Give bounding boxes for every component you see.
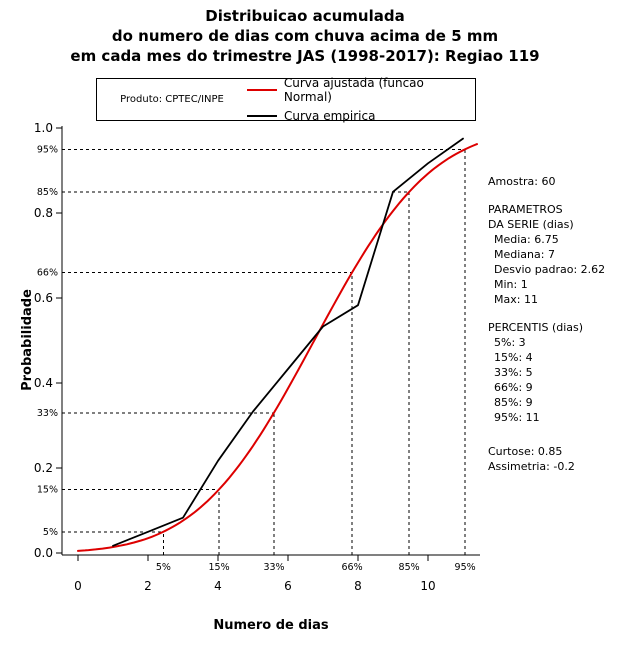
stats-panel: Amostra: 60 PARAMETROS DA SERIE (dias) M…	[488, 174, 640, 474]
svg-text:95%: 95%	[37, 144, 58, 155]
legend-box: Produto: CPTEC/INPE Curva ajustada (func…	[96, 76, 476, 123]
params-header-2: DA SERIE (dias)	[488, 218, 574, 231]
percentil-85: 85%: 9	[494, 396, 533, 409]
percentil-95: 95%: 11	[494, 411, 540, 424]
svg-text:85%: 85%	[399, 562, 420, 573]
percentis-header: PERCENTIS (dias)	[488, 321, 584, 334]
legend-entries: Curva ajustada (funcao Normal) Curva emp…	[247, 76, 475, 123]
svg-text:0: 0	[74, 579, 82, 593]
title-line-1: Distribuicao acumulada	[205, 7, 405, 25]
title-line-3: em cada mes do trimestre JAS (1998-2017)…	[70, 47, 540, 65]
percentil-66: 66%: 9	[494, 381, 533, 394]
x-axis-label: Numero de dias	[213, 618, 329, 633]
svg-text:0.0: 0.0	[34, 546, 53, 560]
params-header-1: PARAMETROS	[488, 203, 563, 216]
svg-text:10: 10	[420, 579, 435, 593]
legend-item-fitted: Curva ajustada (funcao Normal)	[247, 76, 475, 104]
svg-text:0.8: 0.8	[34, 206, 53, 220]
legend-label-empirical: Curva empirica	[284, 109, 376, 123]
y-axis-label: Probabilidade	[20, 289, 35, 391]
svg-text:5%: 5%	[43, 527, 58, 538]
svg-text:33%: 33%	[37, 408, 58, 419]
chart-title: Distribuicao acumulada do numero de dias…	[0, 6, 610, 66]
svg-text:15%: 15%	[37, 484, 58, 495]
svg-text:85%: 85%	[37, 187, 58, 198]
svg-text:0.2: 0.2	[34, 461, 53, 475]
title-line-2: do numero de dias com chuva acima de 5 m…	[111, 27, 499, 45]
stat-desvio: Desvio padrao: 2.62	[494, 263, 606, 276]
svg-text:1.0: 1.0	[34, 121, 53, 135]
svg-text:5%: 5%	[156, 562, 171, 573]
svg-text:0.6: 0.6	[34, 291, 53, 305]
svg-text:66%: 66%	[341, 562, 362, 573]
svg-text:95%: 95%	[455, 562, 476, 573]
stat-assimetria: Assimetria: -0.2	[488, 460, 575, 473]
stat-media: Media: 6.75	[494, 233, 559, 246]
svg-text:33%: 33%	[263, 562, 284, 573]
legend-item-empirical: Curva empirica	[247, 109, 475, 123]
svg-text:8: 8	[354, 579, 362, 593]
percentil-33: 33%: 5	[494, 366, 533, 379]
stat-curtose: Curtose: 0.85	[488, 445, 563, 458]
svg-text:6: 6	[284, 579, 292, 593]
sample-size: Amostra: 60	[488, 175, 556, 188]
svg-text:66%: 66%	[37, 268, 58, 279]
svg-text:15%: 15%	[208, 562, 229, 573]
stat-min: Min: 1	[494, 278, 528, 291]
stat-max: Max: 11	[494, 293, 538, 306]
svg-text:0.4: 0.4	[34, 376, 53, 390]
empirical-curve-line-icon	[247, 115, 277, 117]
percentil-5: 5%: 3	[494, 336, 526, 349]
svg-text:4: 4	[214, 579, 222, 593]
svg-text:2: 2	[144, 579, 152, 593]
stat-mediana: Mediana: 7	[494, 248, 555, 261]
fitted-curve-line-icon	[247, 89, 277, 91]
product-label: Produto: CPTEC/INPE	[120, 94, 224, 105]
legend-label-fitted: Curva ajustada (funcao Normal)	[283, 76, 424, 104]
percentil-15: 15%: 4	[494, 351, 533, 364]
